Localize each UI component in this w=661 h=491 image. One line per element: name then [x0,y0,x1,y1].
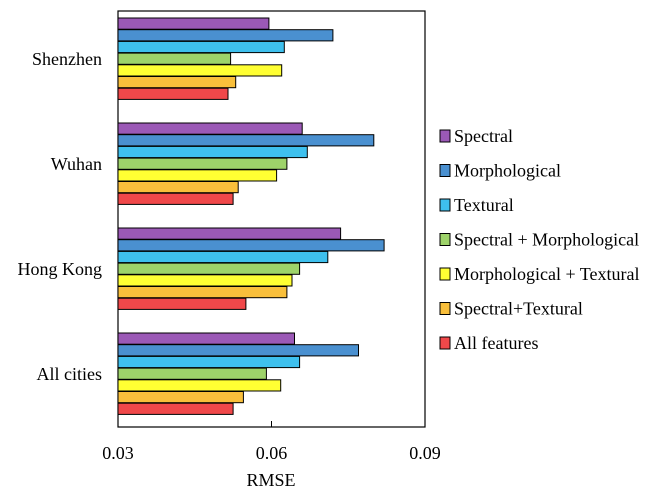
x-axis-title: RMSE [246,470,295,490]
x-tick-label: 0.06 [256,443,288,463]
bar [117,379,282,392]
legend-swatch [439,336,451,350]
bar [117,29,334,42]
bar [117,286,288,299]
bar [117,332,295,345]
bar [117,145,308,159]
legend-label: Spectral + Morphological [454,230,639,250]
bar [117,227,342,240]
x-tick-label: 0.09 [409,443,441,463]
bar [117,262,301,275]
bar [117,17,270,30]
bar [117,122,303,135]
legend-swatch [439,129,451,143]
bar [117,87,229,100]
bar [117,402,234,415]
bar [117,76,237,89]
bar [117,157,288,170]
bar [117,250,329,264]
bar [117,355,301,369]
legend-label: Spectral+Textural [454,299,583,319]
legend: Spectral Morphological Textural Spectral + … [439,126,640,353]
bar [117,181,239,194]
category-labels: Shenzhen Wuhan Hong Kong All cities [18,49,103,384]
bars-layer [117,17,385,415]
legend-swatch [439,233,451,246]
legend-label: Morphological + Textural [454,264,640,284]
x-tick-label: 0.03 [102,443,134,463]
bar [117,192,234,205]
legend-swatch [439,164,451,177]
bar [117,169,278,182]
category-label: All cities [37,364,103,384]
category-label: Wuhan [51,154,102,174]
legend-label: Spectral [454,126,513,146]
bar [117,367,267,380]
legend-label: Textural [454,195,514,215]
bar [117,344,359,357]
legend-label: All features [454,333,538,353]
bar [117,274,293,287]
bar [117,134,375,147]
bar [117,64,283,77]
category-label: Hong Kong [18,259,103,279]
legend-swatch [439,198,451,212]
legend-swatch [439,267,451,281]
legend-swatch [439,302,451,315]
legend-label: Morphological [454,161,561,181]
bar [117,239,385,252]
bar [117,297,247,310]
bar [117,391,244,404]
x-axis: 0.03 0.06 0.09 [102,421,441,463]
category-label: Shenzhen [32,49,102,69]
bar [117,40,285,54]
bar [117,52,232,65]
